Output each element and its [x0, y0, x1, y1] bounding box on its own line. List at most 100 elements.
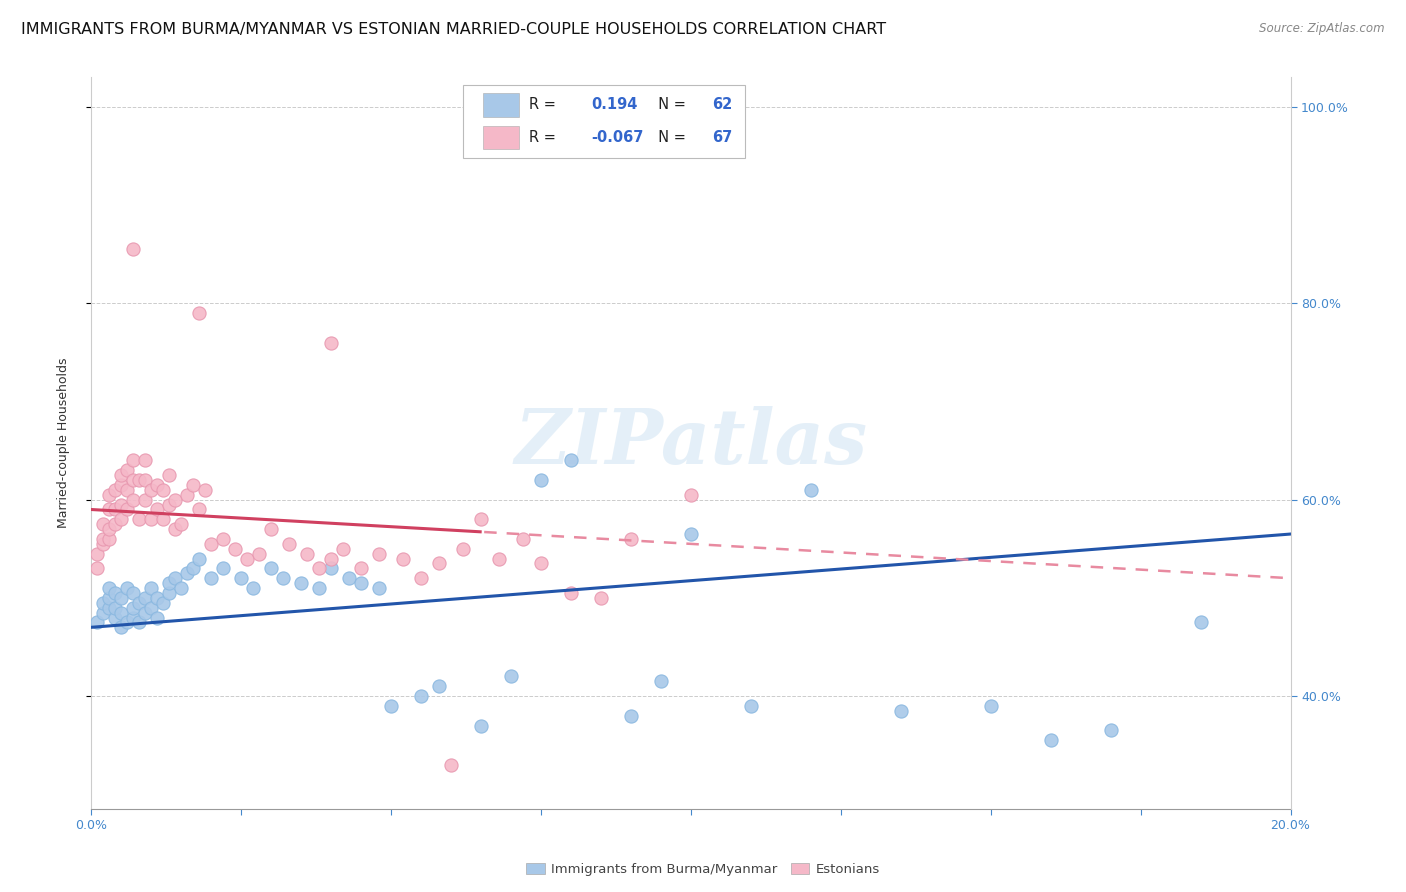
Point — [679, 488, 702, 502]
Point — [146, 591, 169, 605]
Point — [188, 502, 211, 516]
Point — [157, 576, 180, 591]
Point — [134, 606, 156, 620]
Point — [91, 606, 114, 620]
Point — [367, 581, 389, 595]
Point — [115, 615, 138, 630]
Point — [800, 483, 823, 497]
Point — [122, 492, 145, 507]
Point — [319, 561, 342, 575]
Point — [86, 547, 108, 561]
Point — [98, 522, 121, 536]
Point — [350, 561, 373, 575]
Point — [91, 517, 114, 532]
Text: R =: R = — [529, 97, 565, 112]
Point — [589, 591, 612, 605]
Text: ZIPatlas: ZIPatlas — [515, 406, 868, 480]
Point — [409, 689, 432, 703]
Point — [110, 591, 132, 605]
FancyBboxPatch shape — [463, 85, 745, 158]
Point — [128, 512, 150, 526]
Point — [980, 698, 1002, 713]
Point — [488, 551, 510, 566]
Point — [308, 581, 330, 595]
Point — [332, 541, 354, 556]
Point — [110, 478, 132, 492]
Point — [122, 610, 145, 624]
Point — [163, 522, 186, 536]
Point — [163, 492, 186, 507]
Point — [110, 512, 132, 526]
Point — [308, 561, 330, 575]
Point — [229, 571, 252, 585]
Point — [247, 547, 270, 561]
Point — [152, 483, 174, 497]
Text: Source: ZipAtlas.com: Source: ZipAtlas.com — [1260, 22, 1385, 36]
Point — [104, 600, 127, 615]
Point — [146, 502, 169, 516]
Point — [740, 698, 762, 713]
Point — [122, 473, 145, 487]
Point — [115, 463, 138, 477]
Point — [278, 537, 301, 551]
Point — [224, 541, 246, 556]
Text: N =: N = — [648, 130, 690, 145]
Point — [1099, 723, 1122, 738]
Point — [134, 473, 156, 487]
Point — [110, 620, 132, 634]
Point — [650, 674, 672, 689]
Point — [560, 453, 582, 467]
Point — [350, 576, 373, 591]
Point — [470, 512, 492, 526]
Point — [104, 610, 127, 624]
Point — [98, 591, 121, 605]
Point — [440, 757, 463, 772]
Point — [146, 478, 169, 492]
Point — [157, 586, 180, 600]
Point — [91, 532, 114, 546]
Point — [134, 591, 156, 605]
Point — [104, 502, 127, 516]
Point — [319, 335, 342, 350]
Point — [104, 517, 127, 532]
Point — [98, 532, 121, 546]
Point — [290, 576, 312, 591]
Point — [188, 551, 211, 566]
Text: IMMIGRANTS FROM BURMA/MYANMAR VS ESTONIAN MARRIED-COUPLE HOUSEHOLDS CORRELATION : IMMIGRANTS FROM BURMA/MYANMAR VS ESTONIA… — [21, 22, 886, 37]
Point — [530, 557, 553, 571]
Point — [1189, 615, 1212, 630]
Point — [139, 600, 162, 615]
Y-axis label: Married-couple Households: Married-couple Households — [58, 358, 70, 528]
Point — [620, 532, 643, 546]
Point — [679, 527, 702, 541]
Point — [115, 581, 138, 595]
Point — [98, 488, 121, 502]
Point — [139, 581, 162, 595]
Point — [122, 453, 145, 467]
Point — [134, 453, 156, 467]
Point — [260, 561, 283, 575]
Point — [512, 532, 534, 546]
Point — [110, 498, 132, 512]
Point — [176, 488, 198, 502]
Point — [212, 561, 235, 575]
Point — [86, 561, 108, 575]
Point — [152, 596, 174, 610]
Point — [409, 571, 432, 585]
Point — [115, 502, 138, 516]
Point — [188, 306, 211, 320]
Point — [181, 478, 204, 492]
Point — [128, 596, 150, 610]
Point — [128, 473, 150, 487]
Text: N =: N = — [648, 97, 690, 112]
Point — [110, 468, 132, 483]
Point — [380, 698, 402, 713]
FancyBboxPatch shape — [484, 93, 519, 117]
Text: R =: R = — [529, 130, 561, 145]
Point — [170, 581, 193, 595]
Point — [212, 532, 235, 546]
Point — [295, 547, 318, 561]
Point — [139, 512, 162, 526]
Point — [163, 571, 186, 585]
Point — [194, 483, 217, 497]
